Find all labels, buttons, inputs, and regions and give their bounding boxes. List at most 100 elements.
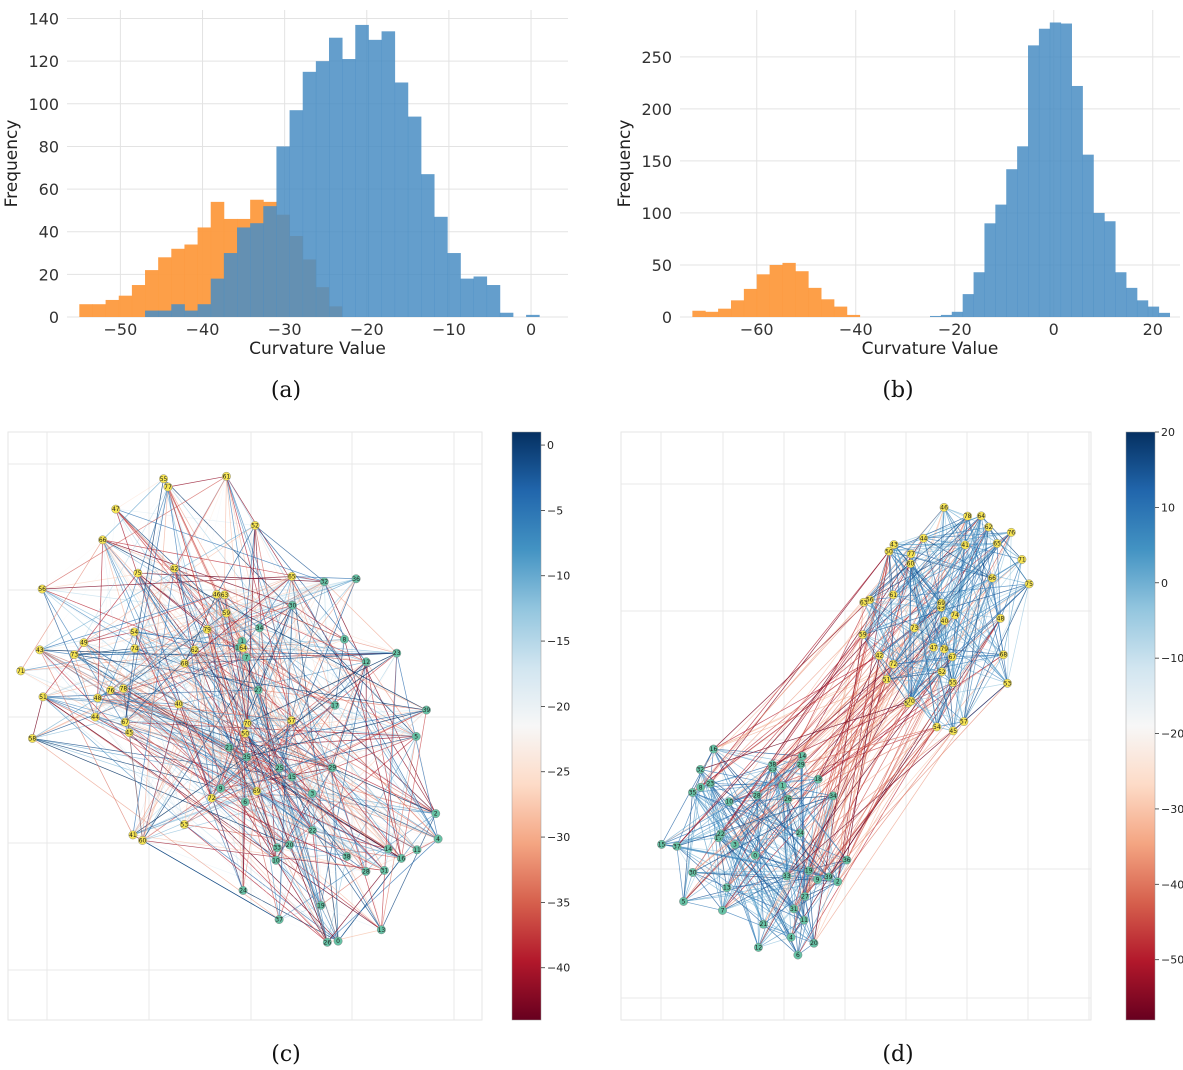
edge [207,578,357,630]
edge [254,525,313,831]
edge [804,516,968,897]
node [124,728,134,737]
edge [718,634,864,838]
edge [83,642,124,689]
node [767,760,777,770]
edge [683,787,701,902]
edge [123,647,244,689]
node-label: 72 [890,661,898,668]
edge [226,476,259,691]
edge [344,639,402,859]
node [696,782,706,792]
edge [332,767,382,930]
node [718,906,727,915]
node [782,871,792,881]
edge [683,901,723,911]
x-tick-label: −10 [432,320,466,339]
node [906,559,915,569]
edge [184,824,339,942]
edge [142,840,382,931]
node [433,834,443,844]
edge [32,703,179,739]
edge [123,688,385,871]
edge [258,689,427,711]
node-label: 63 [221,592,229,599]
edge [173,568,213,799]
edge [246,525,256,658]
node [672,841,682,851]
blue-bar [930,315,942,317]
caption-a: (a) [271,378,301,403]
node-label: 45 [125,730,133,737]
node [377,925,386,935]
edge [211,797,322,906]
node [950,610,960,620]
x-tick-label: −50 [104,320,138,339]
caption-c: (c) [271,1042,301,1067]
edge [134,631,180,705]
node [238,886,248,895]
node [274,915,284,924]
node-label: 23 [706,780,714,787]
edge [936,526,989,727]
node-label: 74 [131,646,139,653]
edge [42,662,185,698]
edge [713,663,894,750]
blue-bar [145,310,159,317]
edge [291,581,325,721]
edge [683,881,838,902]
edge [110,594,225,691]
edge [174,476,227,569]
edge [817,654,1004,780]
node [28,734,37,743]
node [238,643,248,653]
edge [312,705,336,831]
node [705,779,715,788]
node [179,820,189,829]
edge [862,634,887,680]
colorbar-tick-label: −25 [547,766,570,779]
edge [828,683,1008,878]
edge [132,834,385,871]
edge [813,721,965,944]
edge [246,661,367,758]
edge [787,778,819,800]
edge [211,605,293,799]
edge [320,871,367,906]
node-label: 39 [423,707,431,714]
node-label: 76 [1007,529,1015,536]
edge [914,532,1012,629]
edge [242,858,402,891]
edge [184,733,246,825]
y-tick-label: 100 [28,95,59,114]
edge [207,629,336,706]
edge [996,543,1001,619]
edge [39,649,246,734]
edge [936,543,998,728]
node-label: 21 [225,744,233,751]
edge [941,602,1004,655]
node [1024,579,1034,589]
edge [963,654,1004,722]
edge [718,837,728,888]
node-label: 60 [139,837,147,844]
node-label: 3 [733,842,737,849]
node [242,752,252,762]
blue-bar [460,278,474,317]
edge [137,572,244,649]
edge [94,716,185,825]
edge [951,516,968,657]
edge [893,654,1004,665]
node-label: 36 [843,857,851,864]
node-label: 31 [381,867,389,874]
edge [244,733,367,872]
edge [862,634,938,728]
node-label: 37 [275,917,283,924]
edge [211,720,292,799]
node [288,600,297,610]
node-label: 11 [800,917,808,924]
node [754,942,763,952]
node [190,645,199,655]
node [799,915,809,925]
edge [888,551,993,579]
